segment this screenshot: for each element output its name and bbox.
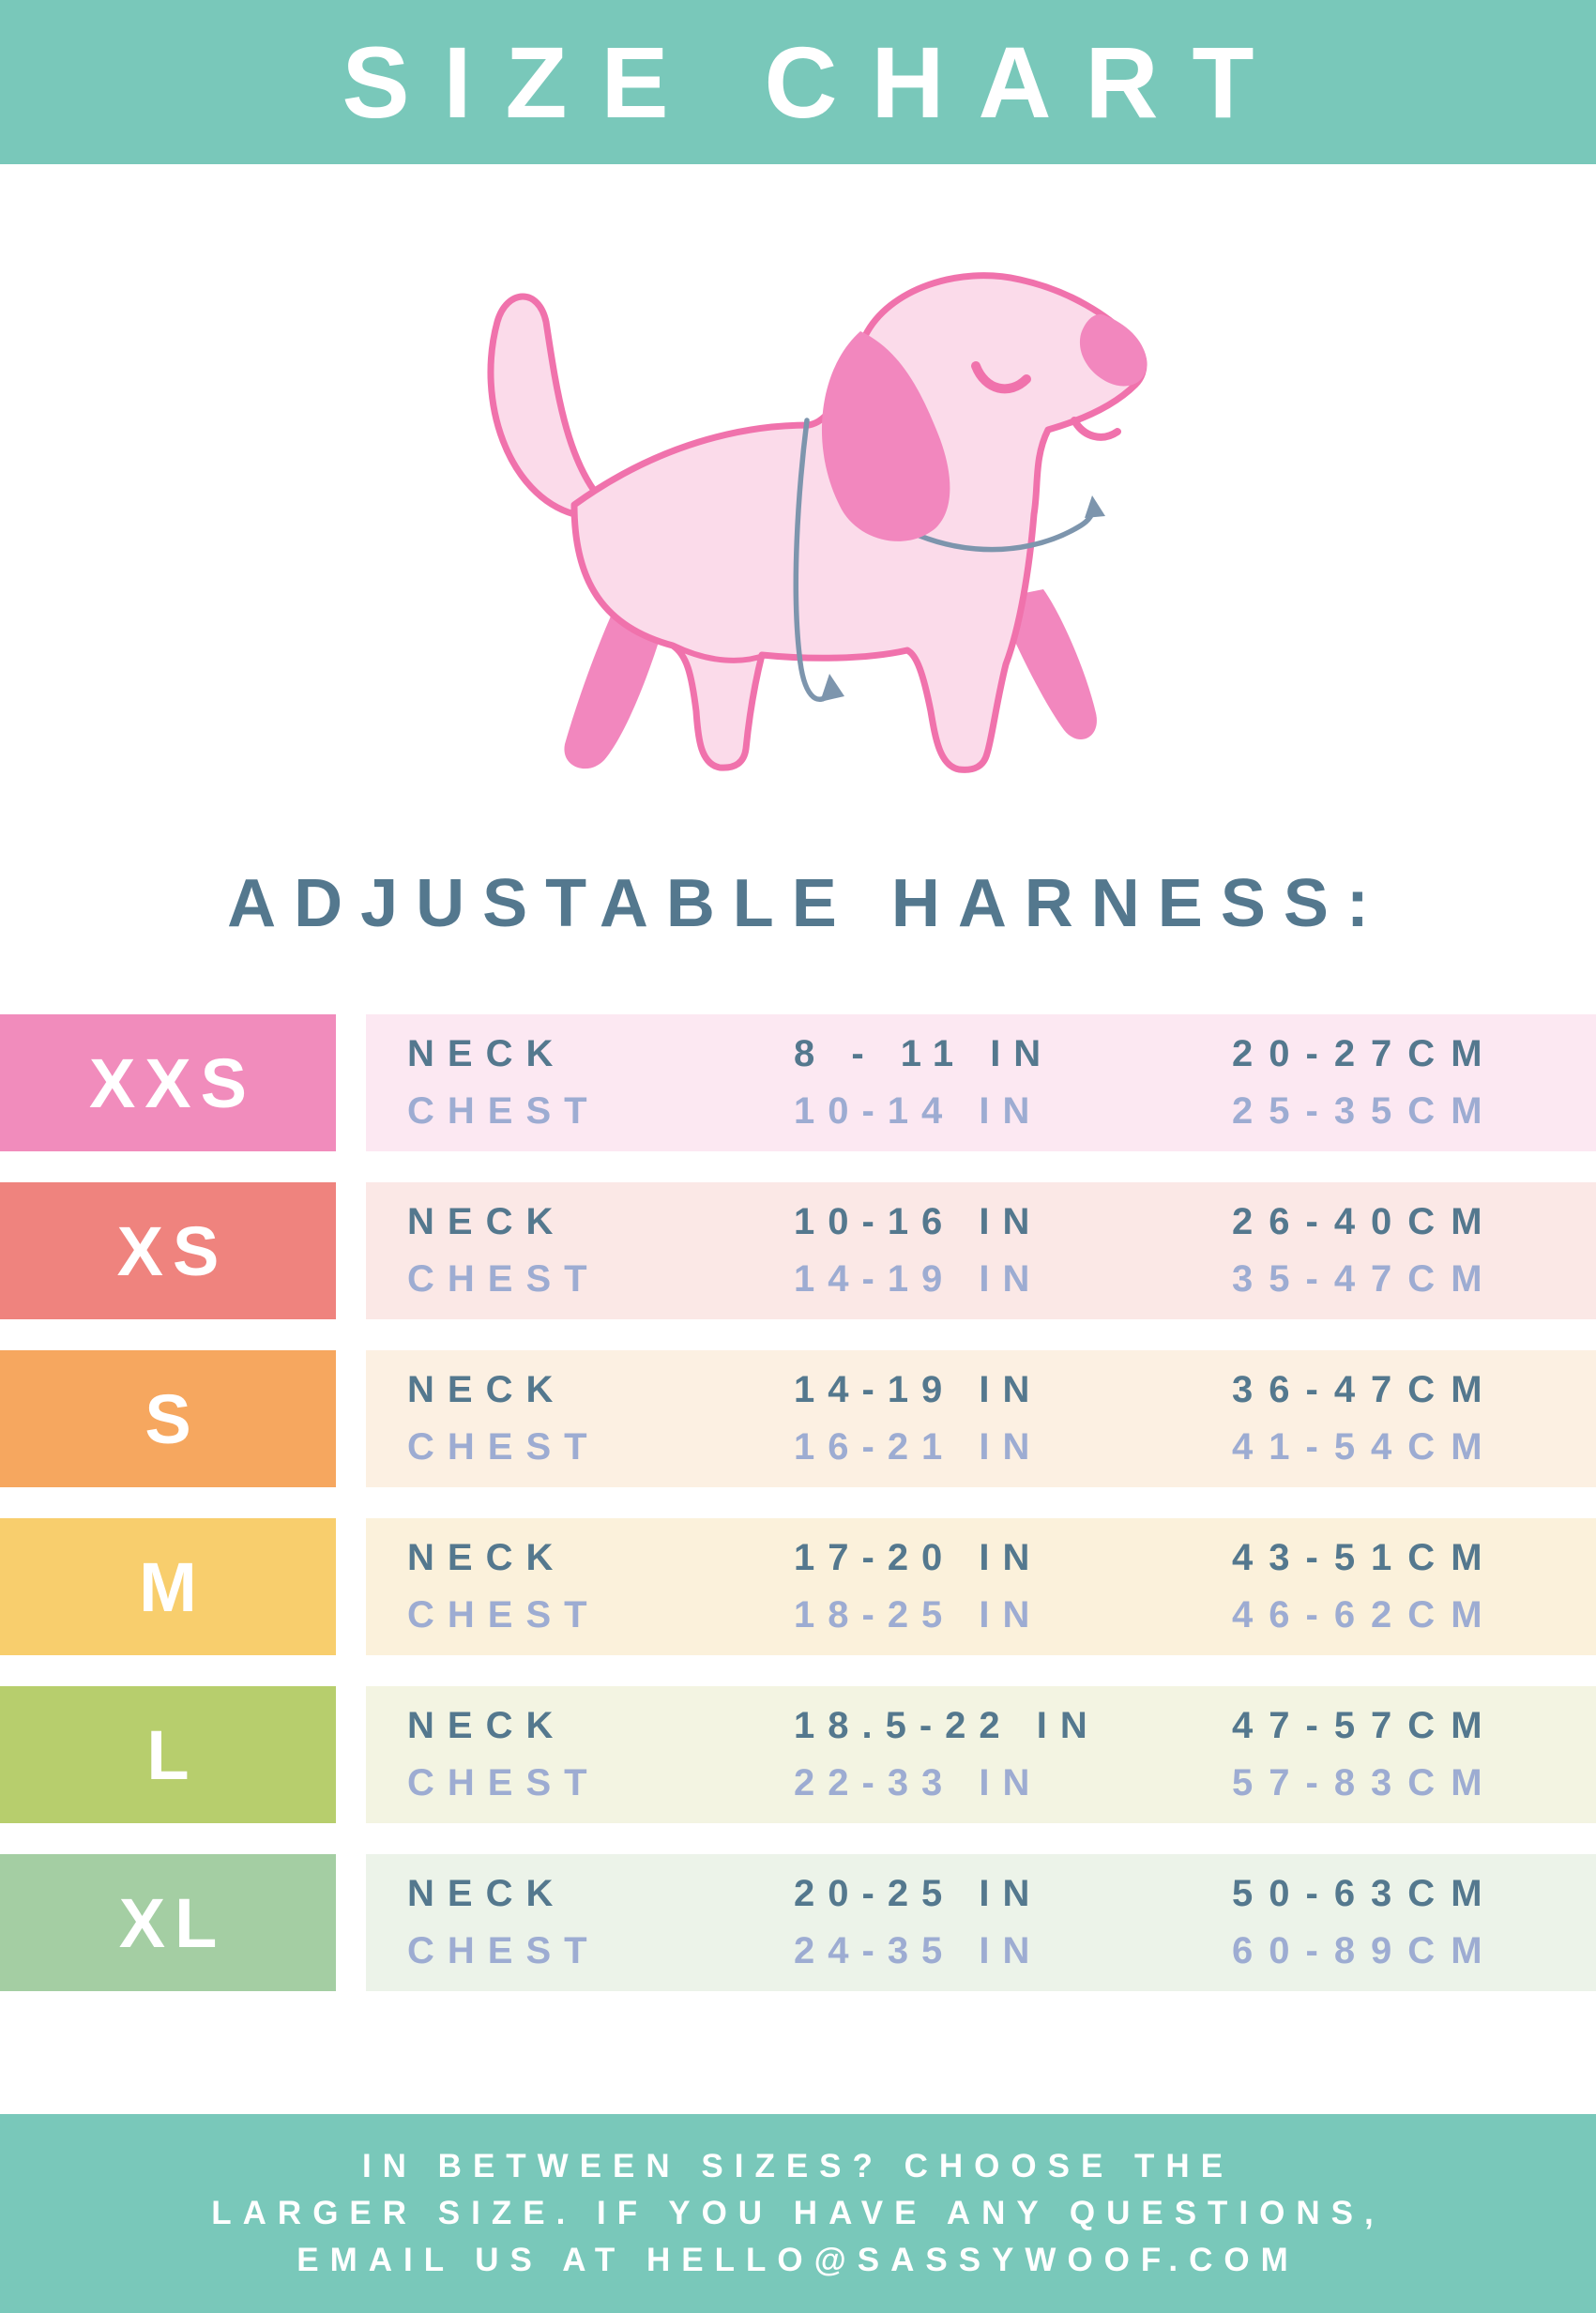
size-row-strip: NECK CHEST 20-25 IN 24-35 IN 50-63CM 60-… xyxy=(366,1854,1596,1991)
chest-cm: 60-89CM xyxy=(1232,1930,1498,1971)
dog-mouth xyxy=(1071,417,1121,441)
dog-far-legs xyxy=(564,589,1097,769)
neck-inches: 20-25 IN xyxy=(794,1873,1043,1914)
footer-banner: IN BETWEEN SIZES? CHOOSE THE LARGER SIZE… xyxy=(0,2114,1596,2313)
neck-label: NECK xyxy=(407,1201,567,1242)
size-badge-s: S xyxy=(0,1350,336,1487)
chest-inches: 22-33 IN xyxy=(794,1762,1043,1803)
size-row-strip: NECK CHEST 8 - 11 IN 10-14 IN 20-27CM 25… xyxy=(366,1014,1596,1151)
chest-cm: 46-62CM xyxy=(1232,1594,1498,1636)
footer-line-1: IN BETWEEN SIZES? CHOOSE THE xyxy=(361,2148,1235,2184)
size-row-strip: NECK CHEST 10-16 IN 14-19 IN 26-40CM 35-… xyxy=(366,1182,1596,1319)
size-row-l: L NECK CHEST 18.5-22 IN 22-33 IN 47-57CM… xyxy=(0,1686,1596,1823)
size-badge-xxs: XXS xyxy=(0,1014,336,1151)
chest-label: CHEST xyxy=(407,1090,600,1132)
neck-label: NECK xyxy=(407,1705,567,1746)
inch-values: 8 - 11 IN 10-14 IN xyxy=(794,1014,1054,1151)
chest-cm: 25-35CM xyxy=(1232,1090,1498,1132)
size-row-xxs: XXS NECK CHEST 8 - 11 IN 10-14 IN 20-27C… xyxy=(0,1014,1596,1151)
neck-cm: 47-57CM xyxy=(1232,1705,1498,1746)
size-badge-l: L xyxy=(0,1686,336,1823)
size-label: M xyxy=(139,1547,206,1626)
chest-label: CHEST xyxy=(407,1762,600,1803)
size-label: XS xyxy=(116,1211,229,1290)
inch-values: 20-25 IN 24-35 IN xyxy=(794,1854,1042,1991)
inch-values: 17-20 IN 18-25 IN xyxy=(794,1518,1042,1655)
top-banner: SIZE CHART xyxy=(0,0,1596,164)
neck-inches: 8 - 11 IN xyxy=(794,1033,1055,1074)
chest-cm: 41-54CM xyxy=(1232,1426,1498,1468)
size-badge-xl: XL xyxy=(0,1854,336,1991)
section-heading: ADJUSTABLE HARNESS: xyxy=(227,866,1387,941)
page-title: SIZE CHART xyxy=(342,25,1288,139)
neck-label: NECK xyxy=(407,1873,567,1914)
chest-inches: 10-14 IN xyxy=(794,1090,1043,1132)
chest-label: CHEST xyxy=(407,1930,600,1971)
chest-inches: 14-19 IN xyxy=(794,1258,1043,1300)
cm-values: 36-47CM 41-54CM xyxy=(1232,1350,1498,1487)
chest-measure-arrow-icon xyxy=(820,674,844,702)
cm-values: 26-40CM 35-47CM xyxy=(1232,1182,1498,1319)
dog-illustration xyxy=(487,272,1148,773)
size-label: L xyxy=(146,1715,199,1794)
dog-eye xyxy=(971,361,1031,394)
size-row-s: S NECK CHEST 14-19 IN 16-21 IN 36-47CM 4… xyxy=(0,1350,1596,1487)
chest-label: CHEST xyxy=(407,1258,600,1300)
chest-label: CHEST xyxy=(407,1594,600,1636)
chest-cm: 35-47CM xyxy=(1232,1258,1498,1300)
size-row-xs: XS NECK CHEST 10-16 IN 14-19 IN 26-40CM … xyxy=(0,1182,1596,1319)
measurement-labels: NECK CHEST xyxy=(407,1182,600,1319)
neck-inches: 18.5-22 IN xyxy=(794,1705,1101,1746)
measurement-labels: NECK CHEST xyxy=(407,1014,600,1151)
inch-values: 18.5-22 IN 22-33 IN xyxy=(794,1686,1101,1823)
cm-values: 47-57CM 57-83CM xyxy=(1232,1686,1498,1823)
measurement-labels: NECK CHEST xyxy=(407,1854,600,1991)
measurement-labels: NECK CHEST xyxy=(407,1350,600,1487)
chest-inches: 16-21 IN xyxy=(794,1426,1043,1468)
cm-values: 20-27CM 25-35CM xyxy=(1232,1014,1498,1151)
footer-line-3: EMAIL US AT HELLO@SASSYWOOF.COM xyxy=(296,2242,1300,2278)
dog-hip-line xyxy=(671,643,768,663)
size-row-xl: XL NECK CHEST 20-25 IN 24-35 IN 50-63CM … xyxy=(0,1854,1596,1991)
size-row-strip: NECK CHEST 14-19 IN 16-21 IN 36-47CM 41-… xyxy=(366,1350,1596,1487)
size-row-strip: NECK CHEST 18.5-22 IN 22-33 IN 47-57CM 5… xyxy=(366,1686,1596,1823)
neck-inches: 10-16 IN xyxy=(794,1201,1043,1242)
measurement-labels: NECK CHEST xyxy=(407,1686,600,1823)
size-badge-xs: XS xyxy=(0,1182,336,1319)
size-label: XL xyxy=(118,1883,227,1962)
size-row-m: M NECK CHEST 17-20 IN 18-25 IN 43-51CM 4… xyxy=(0,1518,1596,1655)
neck-cm: 20-27CM xyxy=(1232,1033,1498,1074)
size-label: S xyxy=(144,1379,201,1458)
size-label: XXS xyxy=(88,1043,257,1122)
chest-inches: 24-35 IN xyxy=(794,1930,1043,1971)
measurement-labels: NECK CHEST xyxy=(407,1518,600,1655)
dog-tail xyxy=(487,293,602,518)
inch-values: 10-16 IN 14-19 IN xyxy=(794,1182,1042,1319)
chest-inches: 18-25 IN xyxy=(794,1594,1043,1636)
dog-nose xyxy=(1079,314,1148,387)
inch-values: 14-19 IN 16-21 IN xyxy=(794,1350,1042,1487)
cm-values: 50-63CM 60-89CM xyxy=(1232,1854,1498,1991)
size-badge-m: M xyxy=(0,1518,336,1655)
neck-label: NECK xyxy=(407,1369,567,1410)
neck-cm: 50-63CM xyxy=(1232,1873,1498,1914)
neck-inches: 17-20 IN xyxy=(794,1537,1043,1578)
dog-ear xyxy=(821,331,950,541)
cm-values: 43-51CM 46-62CM xyxy=(1232,1518,1498,1655)
chest-label: CHEST xyxy=(407,1426,600,1468)
neck-inches: 14-19 IN xyxy=(794,1369,1043,1410)
neck-label: NECK xyxy=(407,1537,567,1578)
chest-measure-line xyxy=(793,418,834,702)
footer-line-2: LARGER SIZE. IF YOU HAVE ANY QUESTIONS, xyxy=(211,2195,1385,2231)
neck-cm: 43-51CM xyxy=(1232,1537,1498,1578)
neck-cm: 26-40CM xyxy=(1232,1201,1498,1242)
size-row-strip: NECK CHEST 17-20 IN 18-25 IN 43-51CM 46-… xyxy=(366,1518,1596,1655)
neck-measure-arrow-icon xyxy=(1085,495,1105,518)
neck-label: NECK xyxy=(407,1033,567,1074)
neck-cm: 36-47CM xyxy=(1232,1369,1498,1410)
chest-cm: 57-83CM xyxy=(1232,1762,1498,1803)
